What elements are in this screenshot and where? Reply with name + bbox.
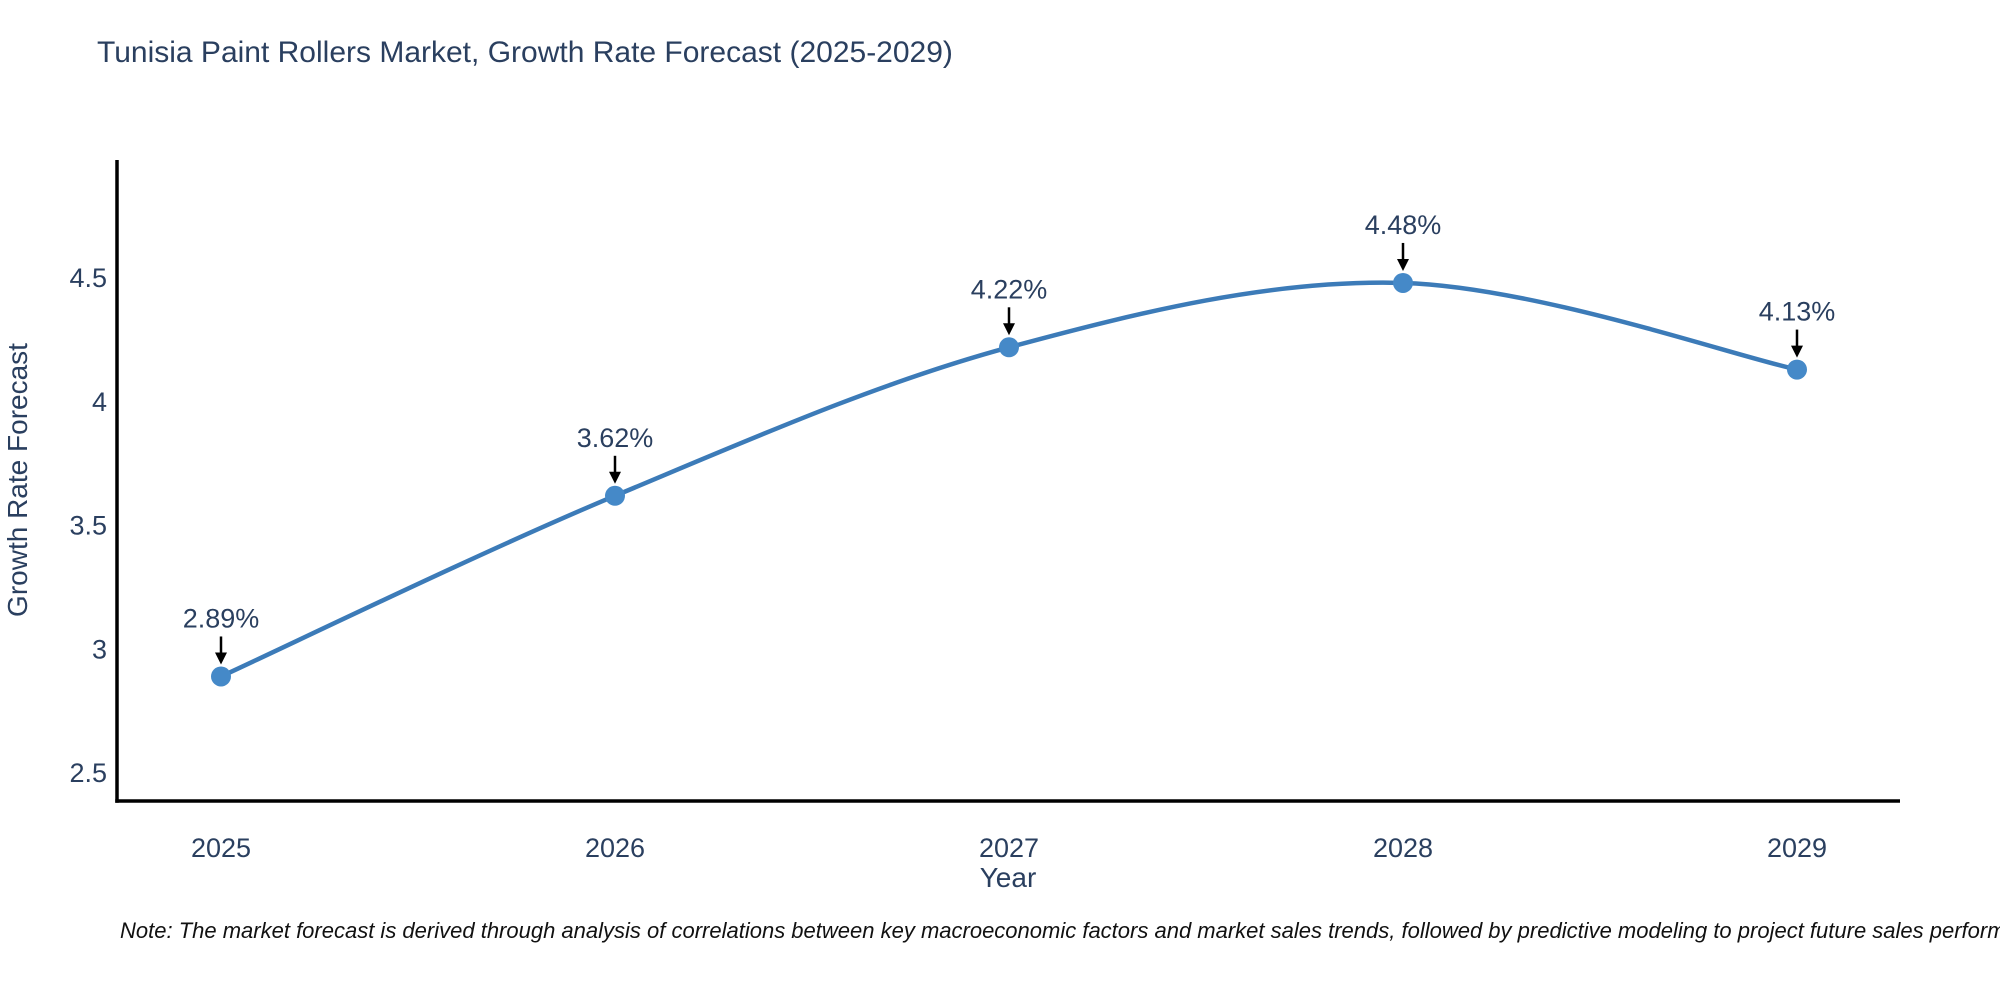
data-point-marker bbox=[999, 337, 1019, 358]
y-tick-label: 2.5 bbox=[69, 758, 107, 788]
data-point-marker bbox=[211, 666, 231, 687]
chart-title: Tunisia Paint Rollers Market, Growth Rat… bbox=[97, 36, 953, 69]
x-tick-label: 2029 bbox=[1767, 833, 1827, 863]
data-point-marker bbox=[1393, 272, 1413, 293]
annotation-arrowhead bbox=[1003, 323, 1015, 336]
point-value-label: 4.13% bbox=[1759, 297, 1836, 327]
y-axis-title: Growth Rate Forecast bbox=[2, 343, 33, 617]
y-tick-label: 3 bbox=[92, 634, 107, 664]
data-point-marker bbox=[1787, 359, 1807, 380]
annotation-arrowhead bbox=[1791, 345, 1803, 358]
footnote: Note: The market forecast is derived thr… bbox=[120, 918, 2000, 943]
annotation-arrowhead bbox=[215, 652, 227, 665]
y-tick-label: 4.5 bbox=[69, 263, 107, 293]
x-tick-label: 2026 bbox=[585, 833, 645, 863]
point-value-label: 4.48% bbox=[1365, 210, 1442, 240]
point-value-label: 4.22% bbox=[971, 274, 1048, 304]
x-tick-label: 2028 bbox=[1373, 833, 1433, 863]
x-tick-label: 2025 bbox=[191, 833, 251, 863]
data-point-marker bbox=[605, 485, 625, 506]
annotation-arrowhead bbox=[609, 471, 621, 484]
y-tick-label: 3.5 bbox=[69, 511, 107, 541]
point-value-label: 3.62% bbox=[577, 423, 654, 453]
x-tick-label: 2027 bbox=[979, 833, 1039, 863]
annotation-arrowhead bbox=[1397, 258, 1409, 271]
y-tick-label: 4 bbox=[92, 387, 107, 417]
x-axis-title: Year bbox=[980, 862, 1037, 893]
point-value-label: 2.89% bbox=[183, 603, 260, 633]
